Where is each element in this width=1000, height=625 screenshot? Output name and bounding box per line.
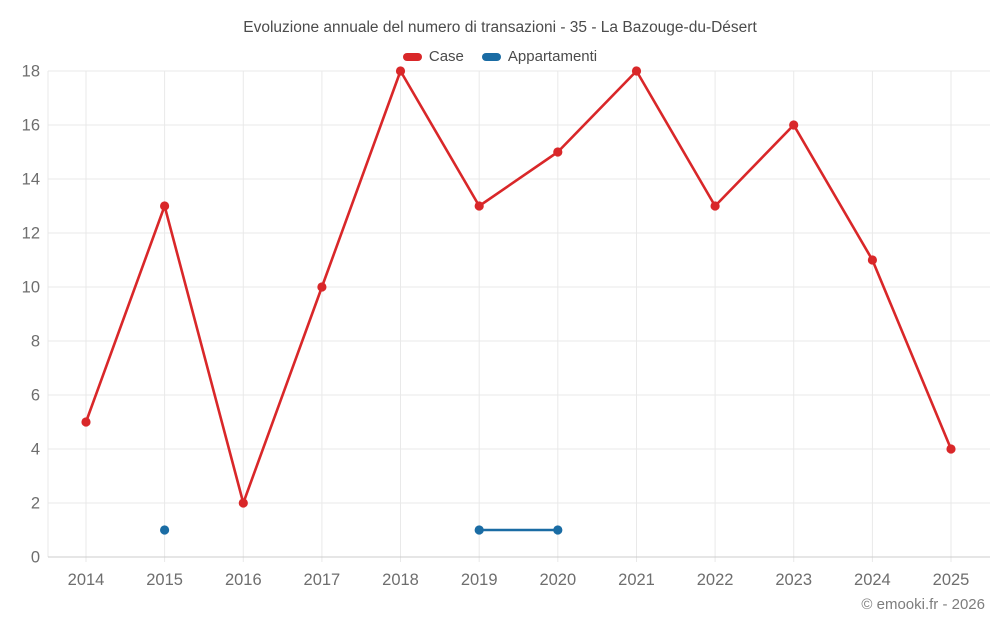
case-point[interactable]	[631, 66, 642, 76]
x-tick-label: 2024	[854, 571, 891, 589]
legend-item-case[interactable]: Case	[402, 48, 464, 65]
case-point[interactable]	[946, 444, 956, 454]
legend-swatch-icon	[402, 52, 422, 61]
y-tick-label: 0	[31, 549, 40, 567]
case-point[interactable]	[553, 147, 563, 157]
legend-label: Appartamenti	[507, 48, 598, 65]
x-tick-label: 2023	[775, 571, 812, 589]
case-point[interactable]	[474, 201, 484, 211]
x-tick-label: 2017	[304, 571, 341, 589]
y-tick-label: 4	[31, 441, 40, 459]
legend-swatch-icon	[481, 52, 501, 61]
x-tick-label: 2015	[146, 571, 183, 589]
legend-label: Case	[428, 48, 464, 65]
x-tick-label: 2014	[68, 571, 105, 589]
case-point[interactable]	[395, 66, 406, 76]
chart-legend: Case Appartamenti	[0, 48, 1000, 65]
chart-title: Evoluzione annuale del numero di transaz…	[243, 19, 757, 36]
x-tick-label: 2016	[225, 571, 262, 589]
y-tick-label: 10	[22, 279, 40, 297]
x-tick-label: 2020	[539, 571, 576, 589]
appartamenti-point[interactable]	[160, 525, 170, 535]
y-tick-label: 8	[31, 333, 40, 351]
x-tick-label: 2019	[461, 571, 498, 589]
case-point[interactable]	[867, 255, 878, 265]
x-tick-label: 2022	[697, 571, 734, 589]
copyright-credit: © emooki.fr - 2026	[861, 596, 985, 613]
case-line	[84, 69, 953, 505]
case-point[interactable]	[317, 282, 327, 292]
case-point[interactable]	[160, 201, 170, 211]
y-tick-label: 16	[22, 117, 40, 135]
y-tick-label: 6	[31, 387, 40, 405]
x-tick-label: 2025	[933, 571, 970, 589]
y-tick-label: 2	[31, 495, 40, 513]
x-tick-label: 2021	[618, 571, 655, 589]
case-point[interactable]	[710, 201, 720, 211]
x-tick-label: 2018	[382, 571, 419, 589]
case-point[interactable]	[238, 498, 248, 508]
y-tick-label: 18	[22, 63, 40, 81]
appartamenti-point[interactable]	[474, 525, 484, 535]
y-tick-label: 12	[22, 225, 40, 243]
legend-item-appartamenti[interactable]: Appartamenti	[481, 48, 598, 65]
case-point[interactable]	[81, 417, 91, 427]
appartamenti-point[interactable]	[553, 525, 563, 535]
y-tick-label: 14	[22, 171, 40, 189]
case-point[interactable]	[789, 120, 799, 130]
